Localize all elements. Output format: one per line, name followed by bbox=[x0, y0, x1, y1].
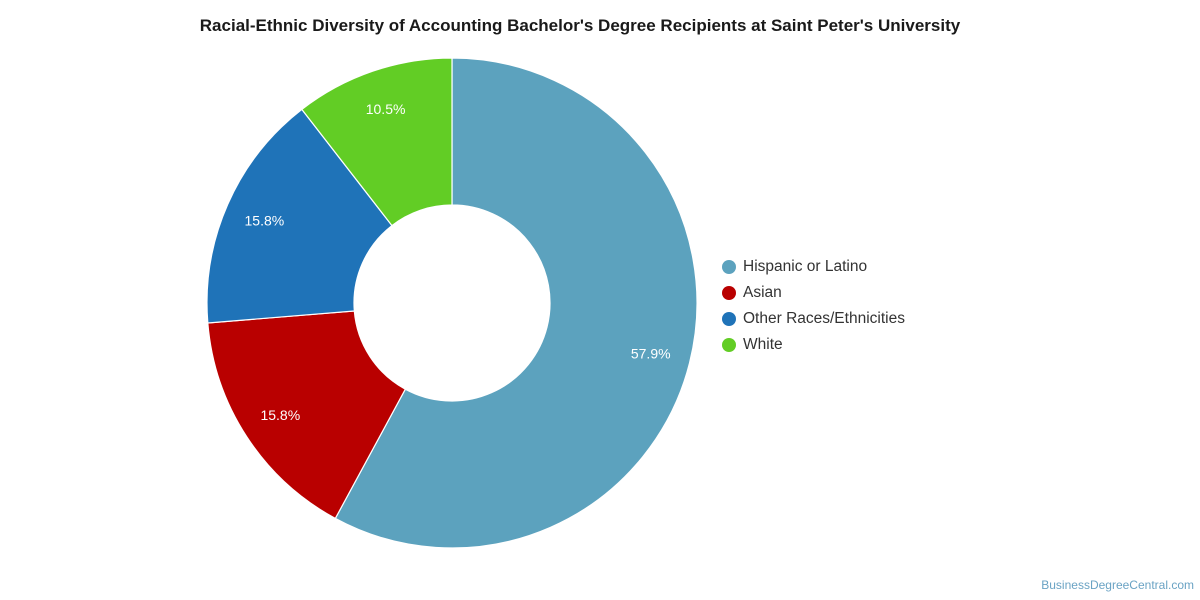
legend-item-white[interactable]: White bbox=[722, 332, 905, 358]
legend-item-hispanic-or-latino[interactable]: Hispanic or Latino bbox=[722, 254, 905, 280]
legend-swatch bbox=[722, 286, 736, 300]
legend-label: Other Races/Ethnicities bbox=[743, 310, 905, 327]
legend-label: Asian bbox=[743, 284, 782, 301]
slice-label-hispanic-or-latino: 57.9% bbox=[631, 345, 671, 361]
source-credit: BusinessDegreeCentral.com bbox=[1041, 578, 1194, 592]
legend-label: Hispanic or Latino bbox=[743, 258, 868, 275]
slice-label-white: 10.5% bbox=[366, 101, 406, 117]
slice-label-other-races-ethnicities: 15.8% bbox=[245, 212, 285, 228]
slice-labels: 57.9% 15.8% 15.8% 10.5% bbox=[245, 101, 671, 423]
legend-item-asian[interactable]: Asian bbox=[722, 280, 905, 306]
donut-slices bbox=[206, 57, 698, 549]
slice-label-asian: 15.8% bbox=[260, 407, 300, 423]
legend-label: White bbox=[743, 336, 783, 353]
chart-legend: Hispanic or Latino Asian Other Races/Ethni… bbox=[722, 254, 905, 358]
legend-swatch bbox=[722, 312, 736, 326]
slice-other-races-ethnicities bbox=[206, 108, 393, 324]
chart-title: Racial-Ethnic Diversity of Accounting Ba… bbox=[199, 16, 961, 35]
slice-hispanic-or-latino bbox=[334, 57, 698, 549]
legend-swatch bbox=[722, 338, 736, 352]
slice-asian bbox=[207, 310, 407, 520]
slice-white bbox=[300, 57, 453, 227]
legend-swatch bbox=[722, 260, 736, 274]
legend-item-other-races-ethnicities[interactable]: Other Races/Ethnicities bbox=[722, 306, 905, 332]
